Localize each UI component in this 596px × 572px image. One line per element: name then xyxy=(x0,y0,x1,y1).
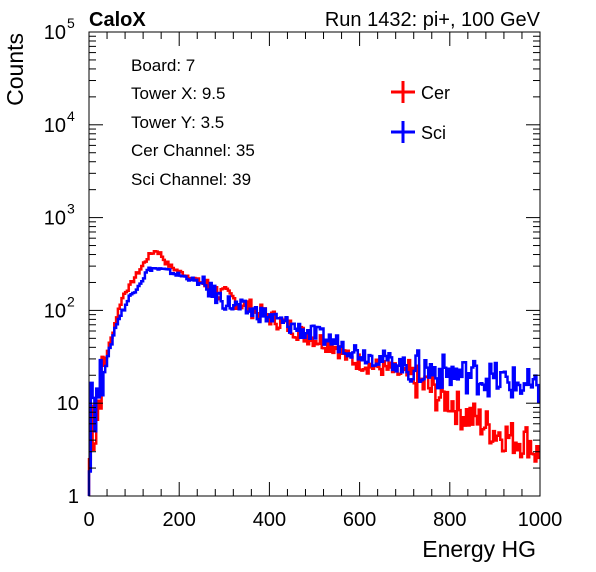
y-tick-base: 1 xyxy=(68,486,79,508)
legend-item-cer: Cer xyxy=(391,81,450,103)
y-axis-title: Counts xyxy=(2,33,28,106)
legend-label-cer: Cer xyxy=(421,83,450,103)
legend-label-sci: Sci xyxy=(421,123,446,143)
y-tick-label: 10 xyxy=(57,393,79,415)
y-tick-base: 10 xyxy=(44,115,66,137)
x-tick-label: 600 xyxy=(343,509,376,531)
y-tick-label: 10 5 xyxy=(44,15,75,44)
y-tick-base: 10 xyxy=(44,22,66,44)
info-sci-channel: Sci Channel: 39 xyxy=(131,170,251,189)
y-tick-exponent: 2 xyxy=(67,293,75,309)
y-tick-labels: 1 10 10 2 10 3 10 4 10 5 xyxy=(44,15,79,508)
y-tick-exponent: 3 xyxy=(67,201,75,217)
info-box: Board: 7 Tower X: 9.5 Tower Y: 3.5 Cer C… xyxy=(131,56,255,189)
y-tick-label: 10 4 xyxy=(44,108,75,137)
y-tick-base: 10 xyxy=(44,208,66,230)
x-tick-label: 1000 xyxy=(518,509,563,531)
brand-label: CaloX xyxy=(89,9,146,31)
x-axis-title: Energy HG xyxy=(422,536,536,562)
legend: Cer Sci xyxy=(391,81,450,143)
legend-item-sci: Sci xyxy=(391,121,446,143)
info-tower-y: Tower Y: 3.5 xyxy=(131,113,224,132)
x-tick-label: 400 xyxy=(253,509,286,531)
y-tick-label: 1 xyxy=(68,486,79,508)
y-tick-exponent: 5 xyxy=(67,15,75,31)
x-tick-label: 200 xyxy=(163,509,196,531)
run-label: Run 1432: pi+, 100 GeV xyxy=(325,9,541,31)
plot-frame xyxy=(88,31,541,497)
series-line-sci xyxy=(87,266,540,496)
ticks-layer xyxy=(88,31,541,497)
x-tick-label: 800 xyxy=(433,509,466,531)
info-tower-x: Tower X: 9.5 xyxy=(131,84,226,103)
y-tick-base: 10 xyxy=(57,393,79,415)
y-tick-exponent: 4 xyxy=(67,108,75,124)
y-tick-label: 10 2 xyxy=(44,293,75,322)
info-board: Board: 7 xyxy=(131,56,195,75)
x-tick-label: 0 xyxy=(83,509,94,531)
y-tick-base: 10 xyxy=(44,300,66,322)
x-tick-labels: 0 200 400 600 800 1000 xyxy=(83,509,562,531)
y-tick-label: 10 3 xyxy=(44,201,75,230)
info-cer-channel: Cer Channel: 35 xyxy=(131,141,255,160)
series-line-cer xyxy=(87,249,540,496)
series-layer xyxy=(87,249,540,496)
